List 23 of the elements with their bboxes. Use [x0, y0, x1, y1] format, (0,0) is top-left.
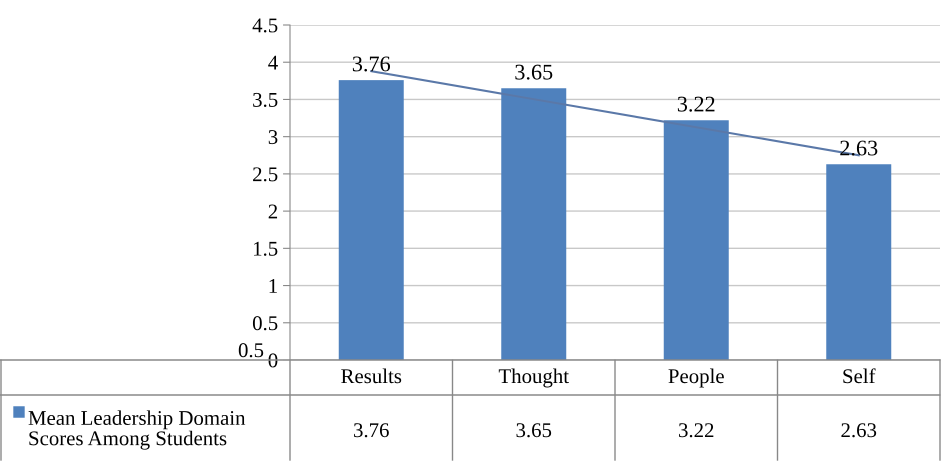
text: 3.65 [515, 64, 552, 80]
x-tick-label: Thought [498, 368, 569, 388]
y-tick-label: 4 [268, 56, 278, 70]
data-label: 2.63 [841, 423, 876, 438]
x-tick-label: Results [341, 368, 402, 384]
legend-label: Mean Leadership Domain Scores Among Students [28, 410, 246, 450]
text: 3.76 [352, 56, 390, 72]
y-tick-label: 4.5 [252, 18, 278, 33]
y-tick-label: 3.5 [253, 92, 278, 107]
x-tick-label: People [668, 368, 724, 388]
data-label: 3.65 [516, 423, 552, 438]
y-tick-label: 3 [268, 130, 278, 144]
y-tick-label: 2.5 [253, 167, 278, 182]
x-tick-label: Self [843, 368, 876, 384]
text: 3.22 [678, 96, 714, 112]
data-label: 3.76 [354, 423, 389, 438]
y-tick-label: 1 [270, 279, 277, 293]
y-tick-label: 0.5 [252, 316, 278, 330]
data-label: 3.22 [679, 423, 714, 438]
y-tick-label: 1.5 [254, 242, 278, 256]
text: 2.63 [840, 140, 878, 156]
text: 0.5 [238, 343, 264, 358]
y-tick-label: 2 [268, 204, 278, 218]
